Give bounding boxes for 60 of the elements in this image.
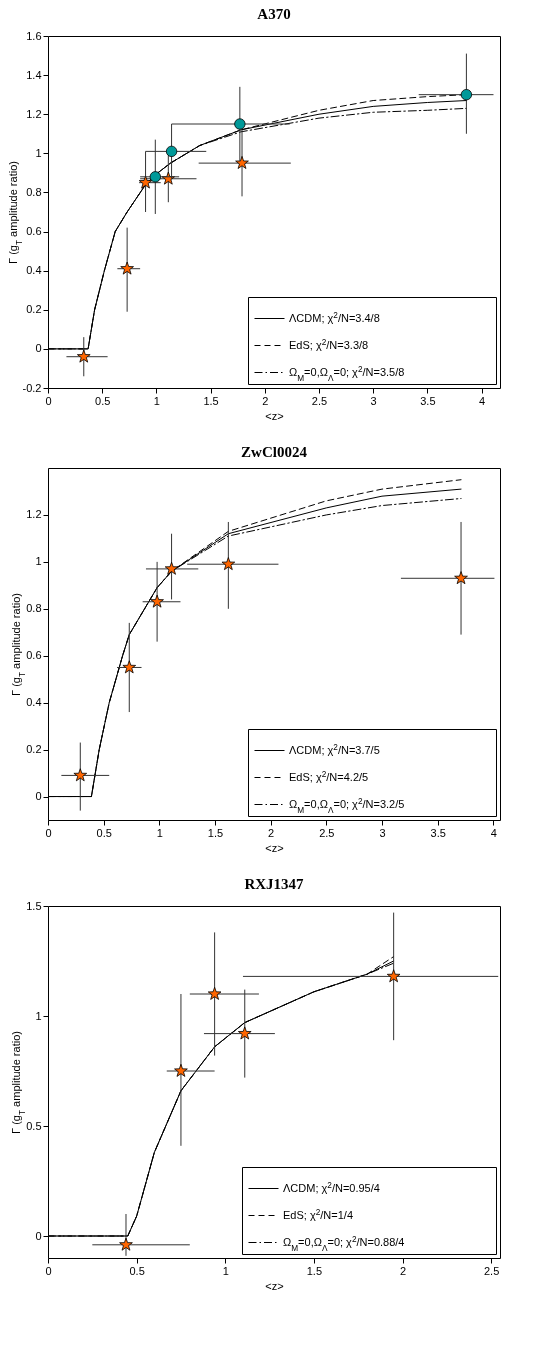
x-tick-label: 3.5 bbox=[420, 394, 436, 407]
legend-label: Ω$_{M}$=0,Ω$_{Λ}$=0; χ$^{2}$/N=0.88/4 bbox=[283, 1234, 405, 1252]
y-tick-label: 1 bbox=[35, 555, 42, 568]
y-tick-label: 0.2 bbox=[26, 743, 42, 756]
x-tick-label: 2 bbox=[262, 394, 269, 407]
legend-label: Ω$_{M}$=0,Ω$_{Λ}$=0; χ$^{2}$/N=3.5/8 bbox=[289, 364, 405, 382]
x-axis-title: <z> bbox=[265, 409, 284, 422]
y-tick-label: 1 bbox=[35, 1009, 42, 1022]
x-tick-label: 2.5 bbox=[483, 1264, 500, 1277]
x-tick-label: 1.5 bbox=[306, 1264, 323, 1277]
x-tick-label: 4 bbox=[479, 394, 486, 407]
x-tick-label: 0 bbox=[45, 826, 52, 839]
chart-title: A370 bbox=[257, 6, 291, 22]
chart-title: ZwCl0024 bbox=[241, 444, 308, 460]
legend-label: ΛCDM; χ$^{2}$/N=3.7/5 bbox=[289, 742, 380, 756]
x-tick-label: 1.5 bbox=[207, 826, 224, 839]
y-tick-label: 0.8 bbox=[26, 602, 42, 615]
y-tick-label: 0.5 bbox=[26, 1119, 42, 1132]
y-tick-label: 1.2 bbox=[26, 508, 42, 521]
x-tick-label: 2.5 bbox=[311, 394, 328, 407]
x-tick-label: 2.5 bbox=[319, 826, 335, 839]
legend-label: EdS; χ$^{2}$/N=3.3/8 bbox=[289, 337, 369, 351]
legend-label: Ω$_{M}$=0,Ω$_{Λ}$=0; χ$^{2}$/N=3.2/5 bbox=[289, 796, 405, 814]
x-tick-label: 0 bbox=[45, 394, 52, 407]
y-tick-label: 1.5 bbox=[26, 899, 42, 912]
x-tick-label: 2 bbox=[268, 826, 275, 839]
x-tick-label: 1.5 bbox=[203, 394, 219, 407]
x-tick-label: 4 bbox=[490, 826, 497, 839]
x-tick-label: 1 bbox=[222, 1264, 229, 1277]
legend-label: EdS; χ$^{2}$/N=1/4 bbox=[283, 1207, 353, 1221]
y-tick-label: 1.4 bbox=[26, 68, 42, 81]
legend-label: ΛCDM; χ$^{2}$/N=3.4/8 bbox=[289, 310, 380, 324]
legend-label: EdS; χ$^{2}$/N=4.2/5 bbox=[289, 769, 369, 783]
chart-title: RXJ1347 bbox=[244, 876, 305, 892]
y-tick-label: 0.8 bbox=[26, 185, 42, 198]
y-tick-label: 1 bbox=[35, 146, 42, 159]
x-tick-label: 0.5 bbox=[95, 394, 111, 407]
y-tick-label: 0 bbox=[35, 790, 42, 803]
x-tick-label: 0.5 bbox=[96, 826, 112, 839]
y-tick-label: 0 bbox=[35, 1229, 42, 1242]
x-tick-label: 0 bbox=[45, 1264, 52, 1277]
y-tick-label: -0.2 bbox=[22, 381, 42, 394]
y-tick-label: 0.6 bbox=[26, 225, 42, 238]
legend-label: ΛCDM; χ$^{2}$/N=0.95/4 bbox=[283, 1180, 380, 1194]
x-tick-label: 2 bbox=[399, 1264, 407, 1277]
x-tick-label: 3.5 bbox=[430, 826, 446, 839]
y-tick-label: 0.4 bbox=[26, 264, 42, 277]
x-axis-title: <z> bbox=[265, 841, 284, 854]
x-tick-label: 1 bbox=[153, 394, 160, 407]
x-tick-label: 3 bbox=[379, 826, 386, 839]
x-tick-label: 3 bbox=[370, 394, 377, 407]
y-tick-label: 1.2 bbox=[26, 107, 42, 120]
y-tick-label: 1.6 bbox=[26, 29, 42, 42]
y-tick-label: 0.6 bbox=[26, 649, 42, 662]
x-tick-label: 1 bbox=[156, 826, 163, 839]
x-axis-title: <z> bbox=[265, 1279, 284, 1292]
x-tick-label: 0.5 bbox=[129, 1264, 145, 1277]
y-tick-label: 0.2 bbox=[26, 303, 42, 316]
y-tick-label: 0.4 bbox=[26, 696, 42, 709]
y-tick-label: 0 bbox=[35, 342, 42, 355]
